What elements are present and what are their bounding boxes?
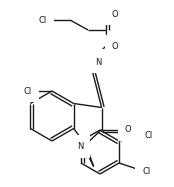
Text: O: O — [125, 125, 131, 134]
Text: Cl: Cl — [142, 166, 150, 176]
Text: N: N — [95, 57, 101, 67]
Text: Cl: Cl — [38, 16, 46, 24]
Text: O: O — [112, 42, 119, 50]
Text: O: O — [114, 39, 121, 48]
Text: Cl: Cl — [39, 16, 47, 24]
Text: N: N — [77, 142, 84, 151]
Text: Cl: Cl — [144, 131, 152, 140]
Text: O: O — [114, 10, 121, 19]
Text: O: O — [112, 10, 119, 19]
Text: N: N — [97, 56, 103, 65]
Text: Cl: Cl — [24, 87, 32, 96]
